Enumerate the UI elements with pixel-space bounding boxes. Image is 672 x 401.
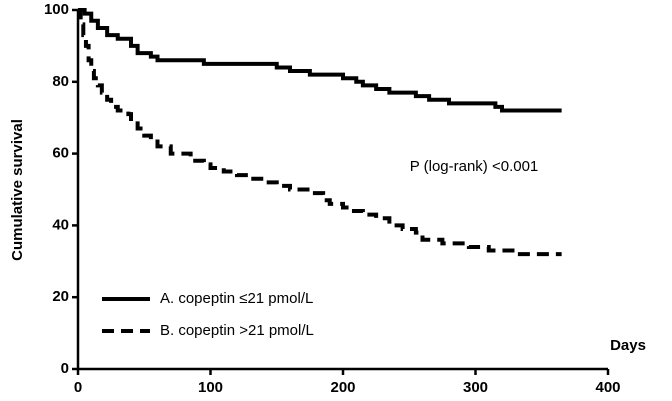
x-tick-label: 100: [198, 379, 223, 396]
y-tick-label: 20: [52, 288, 69, 305]
y-tick-label: 0: [61, 360, 69, 377]
y-tick-label: 80: [52, 73, 69, 90]
y-tick-label: 60: [52, 145, 69, 162]
x-axis-label: Days: [610, 337, 646, 354]
y-axis-label: Cumulative survival: [9, 119, 26, 261]
legend-label: A. copeptin ≤21 pmol/L: [160, 290, 313, 307]
survival-line: [78, 8, 562, 257]
legend-label: B. copeptin >21 pmol/L: [160, 322, 314, 339]
x-tick-label: 0: [74, 379, 82, 396]
y-tick-label: 40: [52, 216, 69, 233]
x-tick-label: 400: [595, 379, 620, 396]
y-tick-label: 100: [44, 1, 69, 18]
annotation: P (log-rank) <0.001: [410, 158, 539, 175]
x-tick-label: 200: [330, 379, 355, 396]
x-tick-label: 300: [463, 379, 488, 396]
survival-line: [78, 8, 562, 113]
